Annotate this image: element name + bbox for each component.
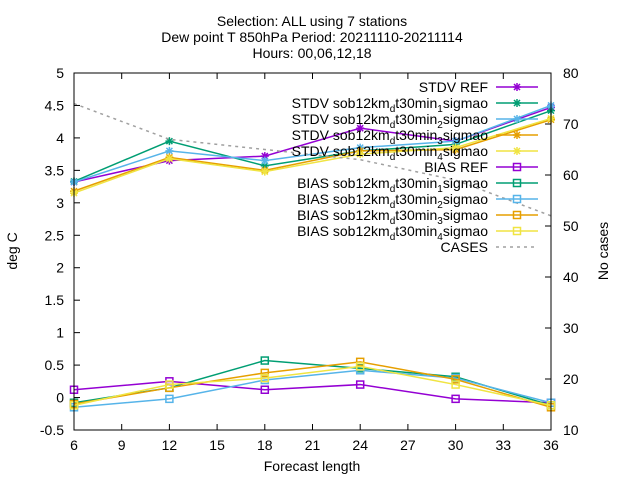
y-tick-label: 2.5 (45, 227, 65, 243)
data-point (165, 154, 174, 163)
y-tick-label: 5 (56, 65, 64, 81)
y2-tick-label: 10 (563, 422, 579, 438)
legend-label: BIAS sob12kmdt30min1sigmao (297, 175, 488, 195)
data-point (356, 150, 365, 159)
legend-label: STDV sob12kmdt30min1sigmao (292, 95, 489, 115)
series-line (73, 365, 552, 407)
legend-marker (513, 131, 521, 139)
x-tick-label: 9 (118, 437, 126, 453)
x-tick-label: 21 (305, 437, 321, 453)
series-9 (69, 362, 556, 410)
chart-title-line-1: Selection: ALL using 7 stations (217, 13, 407, 29)
legend-label: STDV sob12kmdt30min3sigmao (292, 127, 489, 147)
x-axis-label: Forecast length (264, 458, 361, 474)
legend-label: BIAS sob12kmdt30min4sigmao (297, 223, 488, 243)
y-tick-label: 4.5 (45, 97, 65, 113)
x-tick-label: 30 (448, 437, 464, 453)
legend-marker (513, 99, 521, 107)
y2-tick-label: 70 (563, 116, 579, 132)
y-tick-label: 0.5 (45, 357, 65, 373)
data-point (451, 143, 460, 152)
x-tick-label: 6 (70, 437, 78, 453)
y2-tick-label: 50 (563, 218, 579, 234)
series-line (73, 119, 552, 192)
legend-marker (512, 194, 522, 204)
x-tick-label: 36 (543, 437, 559, 453)
data-point (260, 368, 270, 378)
x-tick-label: 33 (496, 437, 512, 453)
data-point (451, 380, 460, 389)
y2-axis-label: No cases (595, 222, 611, 280)
y-tick-label: 1.5 (45, 292, 65, 308)
y2-tick-label: 40 (563, 269, 579, 285)
legend-label: BIAS sob12kmdt30min2sigmao (297, 191, 488, 211)
y2-tick-label: 80 (563, 65, 579, 81)
chart-title-line-3: Hours: 00,06,12,18 (252, 45, 371, 61)
chart-series (69, 101, 556, 412)
y2-tick-label: 20 (563, 371, 579, 387)
legend-label: STDV sob12kmdt30min4sigmao (292, 143, 489, 163)
y2-tick-label: 30 (563, 320, 579, 336)
legend-marker (513, 83, 521, 91)
legend-marker (513, 115, 521, 123)
data-point (355, 357, 365, 367)
legend-marker (513, 147, 521, 155)
data-point (451, 375, 460, 384)
series-line (73, 369, 552, 409)
data-point (165, 380, 174, 389)
series-line (73, 361, 552, 409)
series-line (73, 117, 552, 194)
x-tick-label: 27 (400, 437, 416, 453)
legend-label: CASES (441, 239, 488, 255)
chart-axes: 6 9 12 15 18 21 24 27 30 33 36 -0.5 0 0.5 1 1.5 2 2.5 3 3.5… (40, 65, 579, 453)
data-point (451, 394, 460, 404)
series-line (73, 102, 552, 217)
y2-tick-label: 60 (563, 167, 579, 183)
data-point (260, 167, 269, 176)
series-10 (73, 102, 552, 217)
legend-label: STDV sob12kmdt30min2sigmao (292, 111, 489, 131)
data-point (260, 156, 269, 165)
legend-label: BIAS REF (424, 159, 488, 175)
legend-label: STDV REF (419, 79, 488, 95)
data-point (260, 373, 270, 383)
series-7 (69, 366, 556, 412)
y-axis-label: deg C (4, 232, 20, 269)
legend-marker (512, 210, 522, 220)
x-tick-label: 18 (257, 437, 273, 453)
data-point (165, 394, 174, 404)
x-tick-label: 15 (209, 437, 225, 453)
series-line (73, 380, 552, 404)
series-line (73, 109, 552, 183)
y-tick-label: 2 (56, 260, 64, 276)
data-point (356, 124, 365, 133)
data-point (355, 380, 365, 389)
y-tick-label: 3.5 (45, 162, 65, 178)
data-point (355, 362, 365, 371)
data-point (260, 356, 270, 365)
legend-marker (512, 226, 522, 236)
data-point (260, 385, 270, 395)
y-tick-label: 3 (56, 195, 64, 211)
legend-label: BIAS sob12kmdt30min3sigmao (297, 207, 488, 227)
x-tick-label: 24 (352, 437, 368, 453)
chart-title-line-2: Dew point T 850hPa Period: 20211110-2021… (161, 29, 463, 45)
y-tick-label: -0.5 (40, 422, 64, 438)
legend-marker (512, 178, 522, 188)
chart-title: Selection: ALL using 7 stations Dew poin… (161, 13, 463, 61)
y-tick-label: 0 (56, 390, 64, 406)
y-tick-label: 4 (56, 130, 64, 146)
y-tick-label: 1 (56, 325, 64, 341)
x-tick-label: 12 (162, 437, 178, 453)
legend-marker (512, 162, 522, 172)
